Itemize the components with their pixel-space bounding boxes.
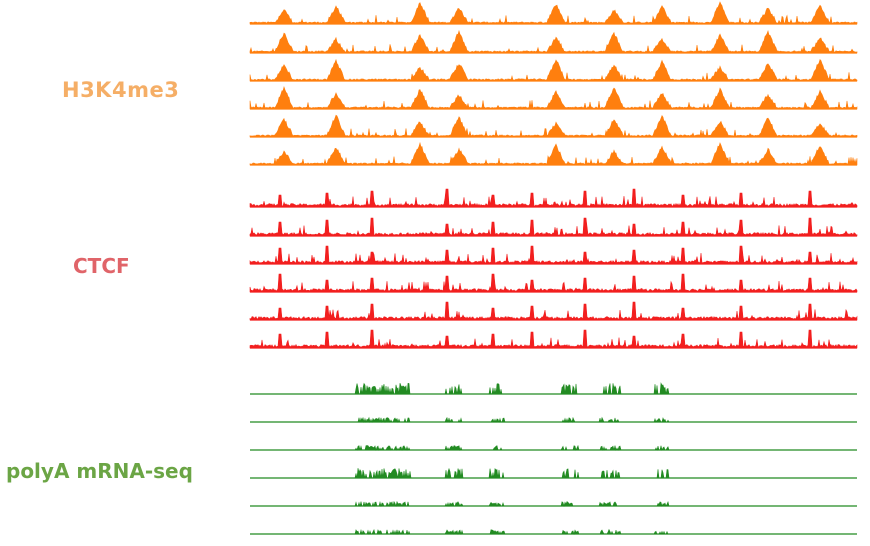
signal-track-ctcf-6 xyxy=(249,329,858,349)
signal-track-ctcf-3 xyxy=(249,245,858,265)
signal-track-ctcf-5 xyxy=(249,301,858,321)
signal-track-h3k4me3-5 xyxy=(249,114,858,138)
signal-track-polya-5 xyxy=(250,500,857,508)
signal-track-h3k4me3-3 xyxy=(249,58,858,82)
signal-track-polya-2 xyxy=(250,416,857,424)
signal-track-polya-6 xyxy=(250,528,857,536)
signal-track-h3k4me3-6 xyxy=(249,141,858,166)
signal-track-ctcf-2 xyxy=(249,217,858,237)
signal-track-h3k4me3-1 xyxy=(249,1,858,25)
group-label-h3k4me3: H3K4me3 xyxy=(62,78,180,102)
signal-track-h3k4me3-4 xyxy=(249,85,858,110)
signal-track-polya-4 xyxy=(250,467,857,479)
group-label-ctcf: CTCF xyxy=(73,254,130,278)
signal-track-ctcf-4 xyxy=(249,273,858,293)
group-label-polya-mrna-seq: polyA mRNA-seq xyxy=(6,459,193,483)
signal-track-polya-3 xyxy=(250,444,857,452)
signal-track-ctcf-1 xyxy=(249,188,858,208)
signal-track-polya-1 xyxy=(250,382,857,395)
signal-track-h3k4me3-2 xyxy=(249,29,858,54)
